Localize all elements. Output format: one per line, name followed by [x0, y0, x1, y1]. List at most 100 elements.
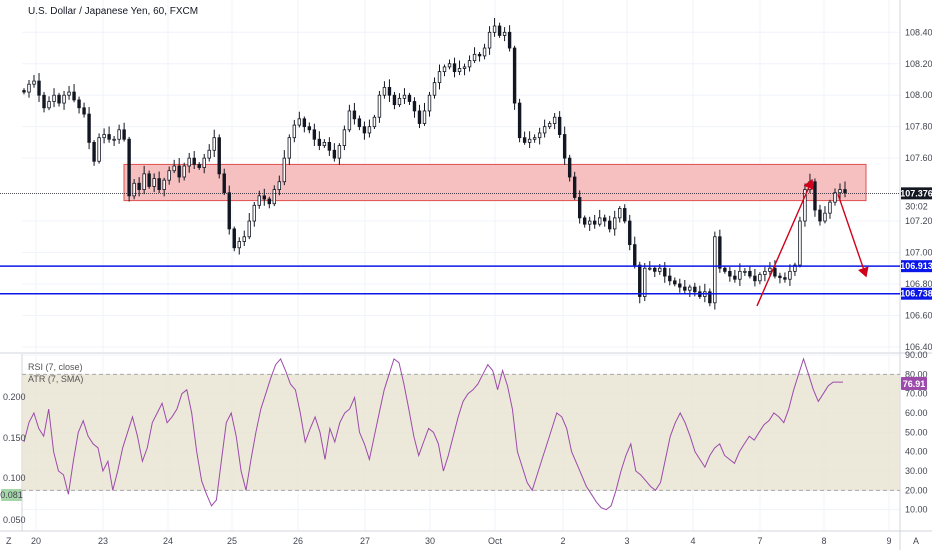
candle [322, 141, 327, 146]
candle [648, 267, 652, 270]
candle [537, 132, 542, 139]
candle [407, 94, 412, 102]
price-tick-label: 106.800 [905, 279, 932, 289]
time-axis-corner-right[interactable]: A [913, 536, 919, 546]
price-tick-label: 107.600 [905, 153, 932, 163]
candle [477, 53, 482, 57]
candle [317, 138, 322, 146]
candle [613, 217, 617, 230]
candle [367, 126, 372, 134]
candle [292, 124, 297, 139]
time-tick-label: 26 [293, 536, 303, 546]
candle [517, 102, 522, 139]
current-price-badge-text: 107.376 [900, 188, 932, 198]
arrow-up-icon [756, 178, 814, 307]
time-tick-label: 2 [560, 536, 565, 546]
time-tick-label: 9 [886, 536, 891, 546]
candle [733, 275, 737, 280]
candle [242, 236, 246, 242]
price-tick-label: 108.400 [905, 27, 932, 37]
time-axis-corner-left[interactable]: Z [6, 536, 12, 546]
candle [97, 137, 101, 162]
candle [457, 68, 462, 73]
rsi-tick-label: 70.00 [905, 389, 928, 399]
candle [608, 220, 612, 230]
candle [347, 110, 352, 131]
candle [592, 220, 597, 225]
candles [22, 17, 847, 310]
support-badge [901, 260, 932, 273]
price-tick-label: 106.400 [905, 342, 932, 352]
candle [557, 116, 562, 135]
candle [47, 101, 51, 109]
candle [472, 53, 477, 62]
candle [427, 94, 432, 112]
price-axis-ticks: 108.400 108.200 108.000 107.800 107.600 107.2… [905, 27, 932, 352]
candle [112, 138, 116, 141]
candle [352, 110, 357, 120]
rsi-tick-label: 20.00 [905, 485, 928, 495]
candle [182, 165, 186, 178]
candle [447, 63, 452, 68]
time-tick-label: 4 [690, 536, 695, 546]
arrow-down-icon [837, 194, 869, 278]
candle [452, 63, 457, 73]
candle [267, 198, 271, 205]
candle [833, 192, 837, 203]
atr-badge-text: 0.081 [0, 490, 23, 500]
candle [52, 94, 56, 102]
candle [227, 192, 231, 230]
candle [758, 274, 762, 282]
time-tick-label: 20 [31, 536, 41, 546]
support-badge-text: 106.738 [900, 289, 932, 299]
chart-title[interactable]: U.S. Dollar / Japanese Yen, 60, FXCM [28, 6, 198, 17]
candle [713, 236, 717, 304]
price-lines [0, 192, 900, 295]
candle [77, 99, 81, 109]
candle [237, 241, 241, 249]
candle [628, 220, 632, 246]
candle [798, 220, 802, 266]
time-tick-label: Oct [488, 536, 503, 546]
atr-tick-label: 0.150 [3, 433, 26, 443]
candle [387, 86, 392, 96]
atr-tick-label: 0.100 [3, 473, 26, 483]
candle [122, 129, 126, 140]
candle [402, 94, 407, 99]
candle [297, 118, 302, 126]
candle [823, 212, 827, 222]
candle [793, 264, 797, 272]
candle [212, 137, 216, 151]
time-tick-label: 23 [98, 536, 108, 546]
candle [587, 220, 592, 225]
candle [527, 138, 532, 143]
rsi-tick-label: 80.00 [905, 369, 928, 379]
candle [87, 113, 91, 143]
candle [37, 80, 41, 96]
candle [708, 291, 712, 304]
candle [192, 157, 196, 165]
candle [152, 178, 156, 187]
rsi-badge-text: 76.91 [903, 379, 926, 389]
candle [67, 91, 71, 96]
candle [843, 189, 847, 194]
candle [357, 118, 362, 128]
atr-tick-label: 0.050 [3, 515, 26, 525]
candle [638, 264, 642, 297]
candle [547, 123, 552, 128]
candle [272, 189, 277, 205]
projection-arrows[interactable] [756, 178, 869, 307]
candle [202, 157, 206, 168]
candle [542, 126, 547, 134]
price-tick-label: 107.200 [905, 216, 932, 226]
candle [668, 275, 672, 282]
candle [482, 47, 487, 57]
candle [778, 275, 782, 279]
candle [82, 107, 86, 115]
resistance-zone[interactable] [123, 163, 867, 202]
atr-legend[interactable]: ATR (7, SMA) [28, 374, 83, 384]
candle [442, 66, 447, 73]
rsi-tick-label: 60.00 [905, 408, 928, 418]
rsi-legend[interactable]: RSI (7, close) [28, 362, 83, 372]
